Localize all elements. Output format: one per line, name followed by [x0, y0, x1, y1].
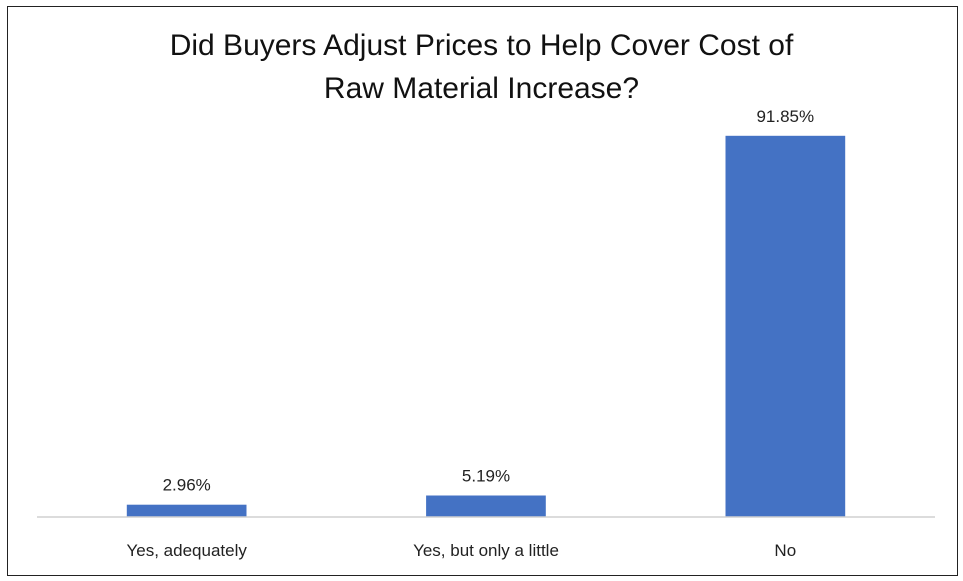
- category-label-1: Yes, but only a little: [413, 541, 559, 560]
- bar-2: [725, 135, 846, 518]
- bars: [126, 135, 846, 518]
- category-labels: Yes, adequately Yes, but only a little No: [127, 541, 797, 560]
- data-label-0: 2.96%: [163, 476, 211, 495]
- chart-title-line-1: Did Buyers Adjust Prices to Help Cover C…: [169, 29, 794, 62]
- category-label-0: Yes, adequately: [127, 541, 248, 560]
- category-label-2: No: [774, 541, 796, 560]
- data-labels: 2.96% 5.19% 91.85%: [163, 107, 815, 495]
- bar-0: [126, 504, 247, 517]
- data-label-1: 5.19%: [462, 467, 510, 486]
- bar-1: [426, 495, 546, 517]
- data-label-2: 91.85%: [756, 107, 814, 126]
- chart-title-line-2: Raw Material Increase?: [323, 72, 640, 105]
- chart-title: Did Buyers Adjust Prices to Help Cover C…: [0, 24, 963, 110]
